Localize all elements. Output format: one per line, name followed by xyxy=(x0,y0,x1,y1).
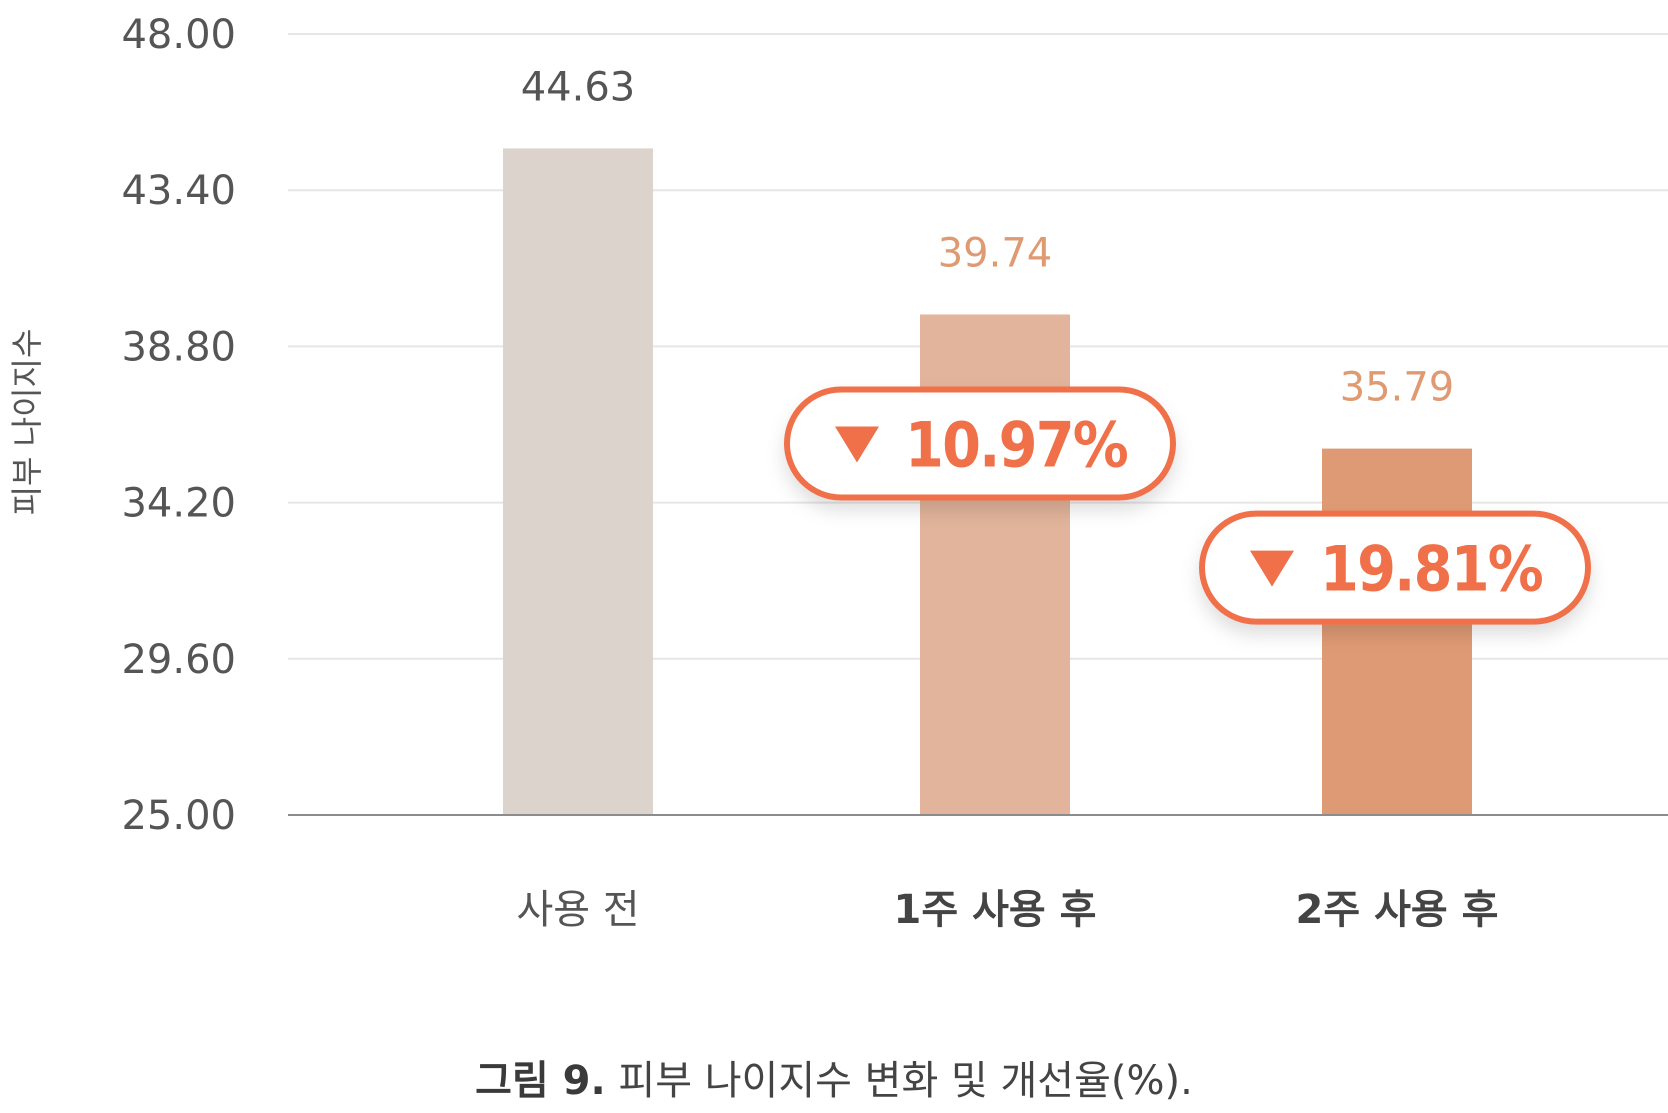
change-badge: 10.97% xyxy=(784,386,1176,501)
bar-value-label: 39.74 xyxy=(938,230,1053,276)
y-axis-label: 피부 나이지수 xyxy=(8,329,46,516)
caption-text: 피부 나이지수 변화 및 개선율(%). xyxy=(605,1058,1193,1104)
y-axis-ticks: 25.00 29.60 34.20 38.80 43.40 48.00 xyxy=(121,12,236,839)
badge-outline xyxy=(784,386,1176,501)
badge-percent-text: 19.81% xyxy=(1320,533,1543,606)
figure-caption: 그림 9. 피부 나이지수 변화 및 개선율(%). xyxy=(0,1048,1668,1106)
value-labels: 44.63 39.74 35.79 xyxy=(521,64,1455,410)
bar-value-label: 44.63 xyxy=(521,64,636,110)
badge-percent-text: 10.97% xyxy=(905,408,1128,481)
y-tick-label: 38.80 xyxy=(121,324,236,370)
y-tick-label: 43.40 xyxy=(121,168,236,214)
y-tick-label: 48.00 xyxy=(121,12,236,58)
down-triangle-icon xyxy=(835,426,879,463)
badge-outline xyxy=(1199,510,1591,625)
y-tick-label: 34.20 xyxy=(121,481,236,527)
category-label: 1주 사용 후 xyxy=(894,887,1097,933)
category-label: 사용 전 xyxy=(516,887,639,933)
bar-value-label: 35.79 xyxy=(1340,365,1455,411)
caption-figure-number: 그림 9. xyxy=(475,1058,606,1104)
change-badges: 10.97% 19.81% xyxy=(784,386,1591,625)
y-tick-label: 29.60 xyxy=(121,637,236,683)
bar xyxy=(503,148,653,815)
y-tick-label: 25.00 xyxy=(121,793,236,839)
category-labels: 사용 전 1주 사용 후 2주 사용 후 xyxy=(516,887,1498,933)
category-label: 2주 사용 후 xyxy=(1296,887,1499,933)
change-badge: 19.81% xyxy=(1199,510,1591,625)
bar xyxy=(1322,448,1472,815)
down-triangle-icon xyxy=(1250,550,1294,587)
